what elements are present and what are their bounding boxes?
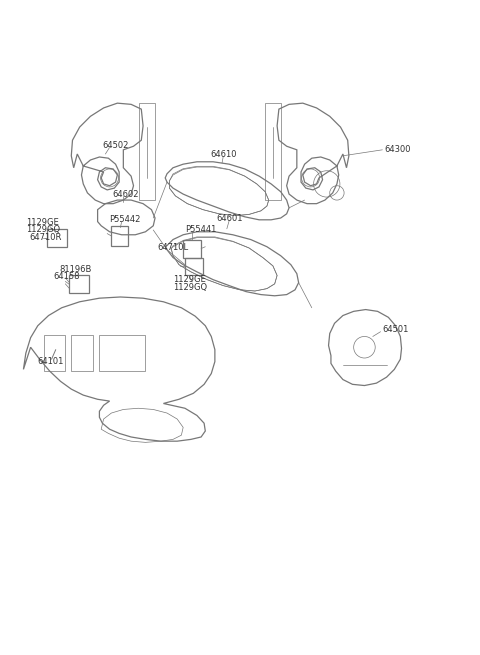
Text: 1129GE: 1129GE bbox=[26, 218, 59, 227]
Text: 64158: 64158 bbox=[53, 272, 80, 281]
Text: 1129GE: 1129GE bbox=[173, 275, 206, 284]
Text: 64710R: 64710R bbox=[29, 233, 62, 242]
Text: P55441: P55441 bbox=[185, 225, 216, 234]
Text: 81196B: 81196B bbox=[60, 265, 92, 274]
Text: 64502: 64502 bbox=[102, 141, 129, 149]
Text: 64300: 64300 bbox=[385, 145, 411, 155]
Text: 64101: 64101 bbox=[38, 357, 64, 366]
Text: P55442: P55442 bbox=[109, 215, 141, 224]
Text: 1129GQ: 1129GQ bbox=[26, 225, 60, 234]
Text: 1129GQ: 1129GQ bbox=[173, 283, 207, 292]
Text: 64710L: 64710L bbox=[157, 244, 189, 252]
Text: 64610: 64610 bbox=[210, 149, 237, 159]
Text: 64601: 64601 bbox=[216, 214, 242, 223]
Text: 64501: 64501 bbox=[383, 325, 409, 334]
Text: 64602: 64602 bbox=[112, 189, 138, 198]
